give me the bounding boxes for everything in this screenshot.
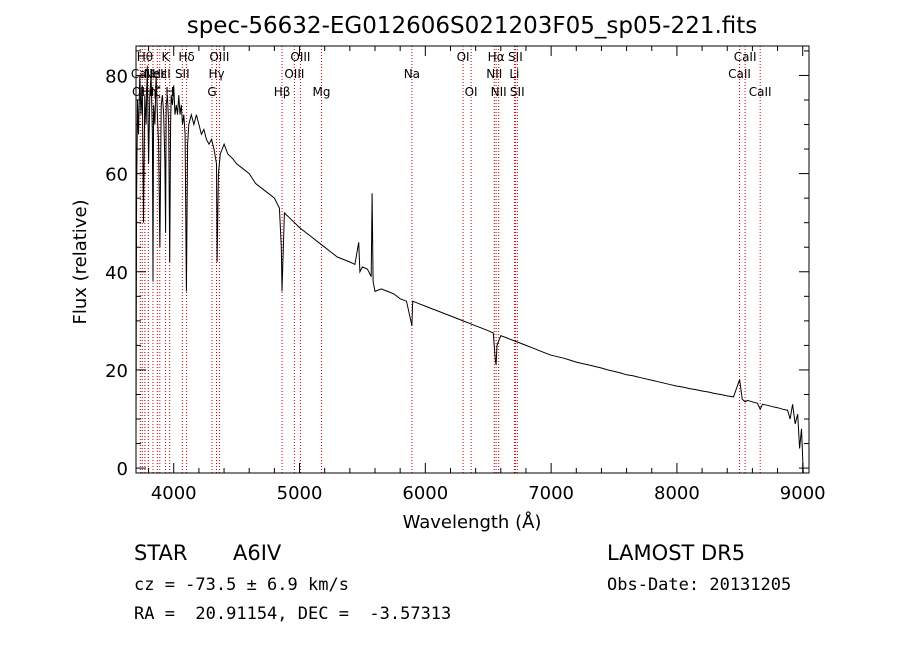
line-marker-label: NII [486, 67, 502, 81]
x-axis: 4000 5000 6000 7000 8000 9000 [148, 46, 826, 504]
plot-frame [135, 45, 810, 474]
line-marker-label: OIII [284, 67, 304, 81]
line-marker-label: Hγ [208, 67, 224, 81]
y-tick-label: 40 [105, 263, 128, 284]
line-marker-label: OIII [209, 50, 229, 64]
x-tick-label: 4000 [151, 483, 197, 504]
line-marker-label: Na [404, 67, 420, 81]
y-tick-label: 0 [117, 459, 128, 480]
x-tick-label: 7000 [528, 483, 574, 504]
line-marker-label: H [165, 85, 174, 99]
line-marker-label: SII [175, 67, 190, 81]
series-line [135, 65, 804, 474]
line-marker-label: G [207, 85, 216, 99]
line-marker-label: OIII [290, 50, 310, 64]
obs-date-text: Obs-Date: 20131205 [607, 575, 792, 595]
line-marker-label: CaII [749, 85, 772, 99]
x-tick-label: 9000 [780, 483, 826, 504]
x-tick-label: 8000 [654, 483, 700, 504]
survey-name: LAMOST DR5 [607, 541, 746, 565]
x-tick-label: 6000 [402, 483, 448, 504]
x-tick-label: 5000 [277, 483, 323, 504]
line-marker-label: Mg [313, 85, 331, 99]
line-marker-label: OI [457, 50, 470, 64]
y-axis: 0 20 40 60 80 [105, 50, 809, 480]
line-marker-label: Hθ [137, 50, 153, 64]
line-marker-label: OI [465, 85, 478, 99]
line-marker-label: NII [491, 85, 507, 99]
y-tick-label: 20 [105, 361, 128, 382]
chart-title: spec-56632-EG012606S021203F05_sp05-221.f… [187, 13, 758, 39]
coordinates-text: RA = 20.91154, DEC = -3.57313 [134, 604, 452, 624]
line-marker-label: CaII [728, 67, 751, 81]
object-class: STAR [134, 541, 188, 565]
redshift-text: cz = -73.5 ± 6.9 km/s [134, 575, 349, 595]
object-subclass: A6IV [233, 541, 282, 565]
line-marker-label: SII [508, 50, 523, 64]
line-marker-label: K [161, 50, 170, 64]
line-marker-label: CaII [734, 50, 757, 64]
y-tick-label: 80 [105, 66, 128, 87]
line-marker-label: Hα [488, 50, 505, 64]
y-axis-label: Flux (relative) [70, 199, 91, 324]
line-marker-label: Hβ [274, 85, 291, 99]
x-axis-label: Wavelength (Å) [403, 511, 542, 533]
emission-line-markers: OIICaIIHθHηHζNeIIIHεKHSIIHδGHγOIIIHβOIII… [131, 46, 772, 473]
y-tick-label: 60 [105, 165, 128, 186]
line-marker-label: Li [509, 67, 519, 81]
line-marker-label: Hδ [178, 50, 194, 64]
line-marker-label: SII [510, 85, 525, 99]
